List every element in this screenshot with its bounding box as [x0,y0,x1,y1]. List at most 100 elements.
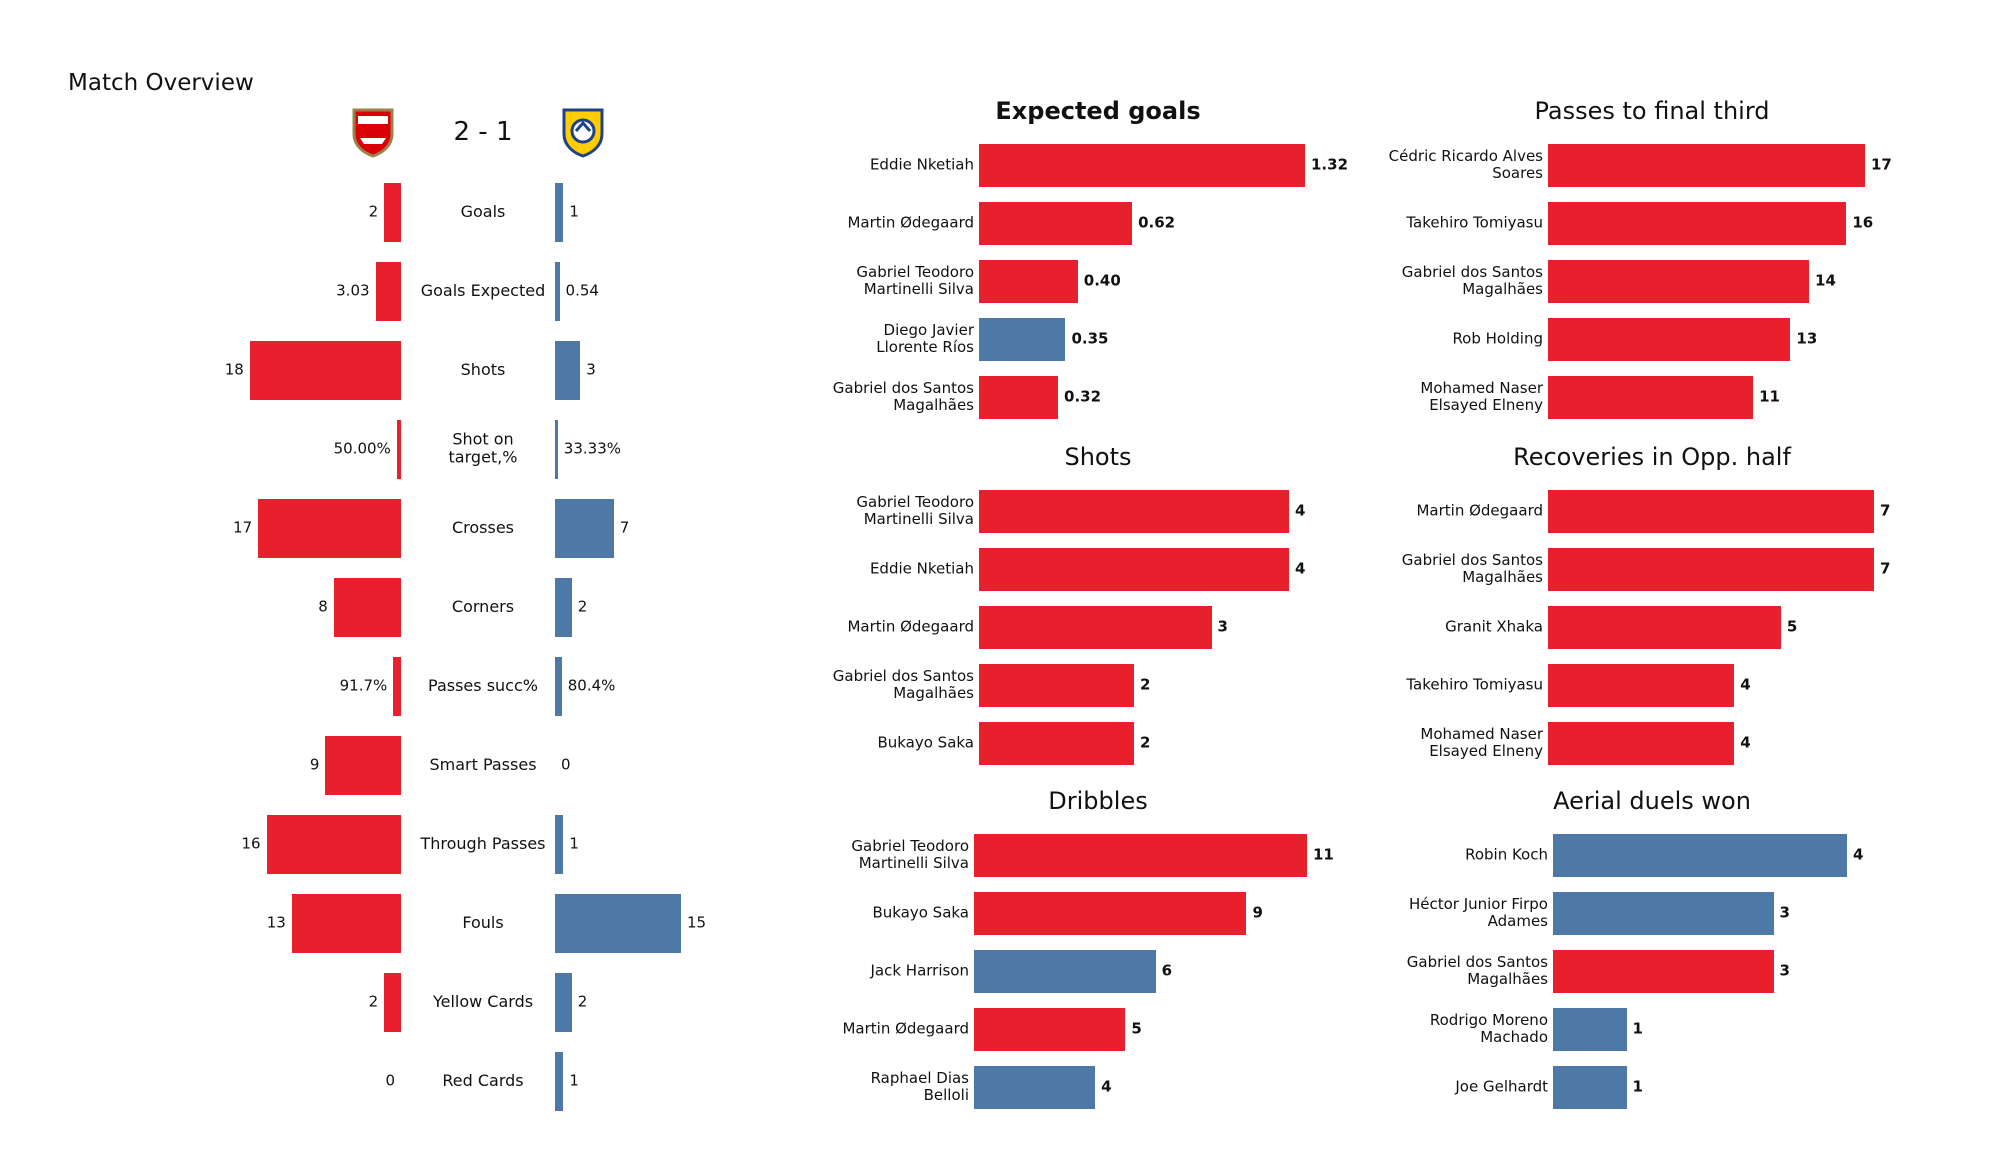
bar-value: 0.35 [1071,329,1109,348]
player-label: Gabriel Teodoro Martinelli Silva [856,262,974,298]
stat-bar [393,656,401,716]
stat-bar [555,893,681,953]
bar [979,201,1133,245]
stat-value: 18 [224,360,244,379]
stat-value: 2 [577,992,588,1011]
stat-value: 17 [233,518,253,537]
chart-title: Expected goals [995,97,1201,126]
player-label: Gabriel dos Santos Magalhães [1401,262,1543,298]
bar [979,375,1059,419]
bar-value: 17 [1871,155,1892,174]
stat-bar [555,972,572,1032]
player-label: Takehiro Tomiyasu [1406,675,1543,694]
stat-bar [555,340,581,400]
away-badge [562,108,604,158]
player-label: Martin Ødegaard [1416,501,1543,520]
chart-title: Recoveries in Opp. half [1513,443,1791,472]
player-label: Takehiro Tomiyasu [1406,213,1543,232]
bar [1548,317,1791,361]
bar-value: 7 [1880,559,1891,578]
bar [979,143,1305,187]
bar-value: 9 [1252,903,1263,922]
stat-value: 1 [569,1071,579,1090]
stat-label: Shots [460,359,506,379]
player-label: Martin Ødegaard [847,213,974,232]
stat-bar [333,577,401,637]
player-label: Gabriel dos Santos Magalhães [1401,550,1543,586]
player-label: Gabriel dos Santos Magalhães [1406,952,1548,988]
bar [979,605,1212,649]
bar [1553,1007,1627,1051]
bar-value: 1.32 [1311,155,1349,174]
bar-value: 4 [1101,1077,1112,1096]
home-badge [352,108,394,158]
player-label: Rob Holding [1452,329,1543,348]
stat-value: 2 [368,992,379,1011]
bar-value: 5 [1786,617,1798,636]
bar [1548,375,1754,419]
bar [979,547,1289,591]
bar-value: 4 [1295,559,1306,578]
bar-value: 4 [1853,845,1864,864]
stat-bar [375,261,401,321]
stat-bar [249,340,401,400]
bar-value: 2 [1140,733,1151,752]
player-label: Jack Harrison [870,961,969,980]
player-label: Gabriel dos Santos Magalhães [832,666,974,702]
bar-value: 2 [1140,675,1151,694]
bar-value: 1 [1632,1077,1643,1096]
bar-value: 4 [1295,501,1306,520]
stat-bar [555,419,558,479]
player-label: Martin Ødegaard [842,1019,969,1038]
stat-value: 3.03 [336,281,370,300]
bar-value: 0.62 [1138,213,1176,232]
stat-bar [555,261,560,321]
bar [979,721,1134,765]
bar [1553,1065,1627,1109]
player-label: Diego Javier Llorente Ríos [876,320,974,356]
bar-value: 3 [1779,961,1790,980]
stat-value: 80.4% [567,676,616,695]
stat-value: 16 [241,834,261,853]
stat-label: Smart Passes [429,754,537,774]
bar [1548,201,1847,245]
player-label: Eddie Nketiah [869,155,974,174]
bar [1553,891,1774,935]
bar-value: 1 [1632,1019,1643,1038]
bar [1548,663,1735,707]
bar [1548,489,1874,533]
player-label: Joe Gelhardt [1455,1077,1548,1096]
stat-bar [384,182,401,242]
bar-value: 4 [1740,675,1751,694]
bar-value: 14 [1815,271,1836,290]
stat-label: Shot on target,% [448,429,518,467]
bar-value: 11 [1759,387,1780,406]
player-label: Cédric Ricardo Alves Soares [1388,146,1543,182]
player-label: Bukayo Saka [872,903,969,922]
bar [1548,143,1865,187]
bar [1548,547,1874,591]
player-label: Rodrigo Moreno Machado [1429,1010,1548,1046]
stat-bar [325,735,401,795]
bar-value: 4 [1740,733,1751,752]
player-label: Robin Koch [1465,845,1548,864]
bar-value: 5 [1131,1019,1142,1038]
bar [974,1065,1096,1109]
stat-label: Through Passes [420,833,546,853]
bar [1553,949,1774,993]
stat-value: 0 [561,755,571,774]
player-label: Eddie Nketiah [869,559,974,578]
bar [974,1007,1126,1051]
stat-label: Goals Expected [420,280,546,300]
stat-label: Goals [460,201,506,221]
bar [1553,833,1847,877]
player-label: Mohamed Naser Elsayed Elneny [1420,378,1543,414]
stat-value: 7 [619,518,630,537]
player-label: Gabriel Teodoro Martinelli Silva [851,836,969,872]
bar [974,891,1247,935]
stat-value: 0 [385,1071,395,1090]
stat-value: 50.00% [333,439,391,458]
player-label: Gabriel dos Santos Magalhães [832,378,974,414]
chart-title: Aerial duels won [1553,787,1751,816]
